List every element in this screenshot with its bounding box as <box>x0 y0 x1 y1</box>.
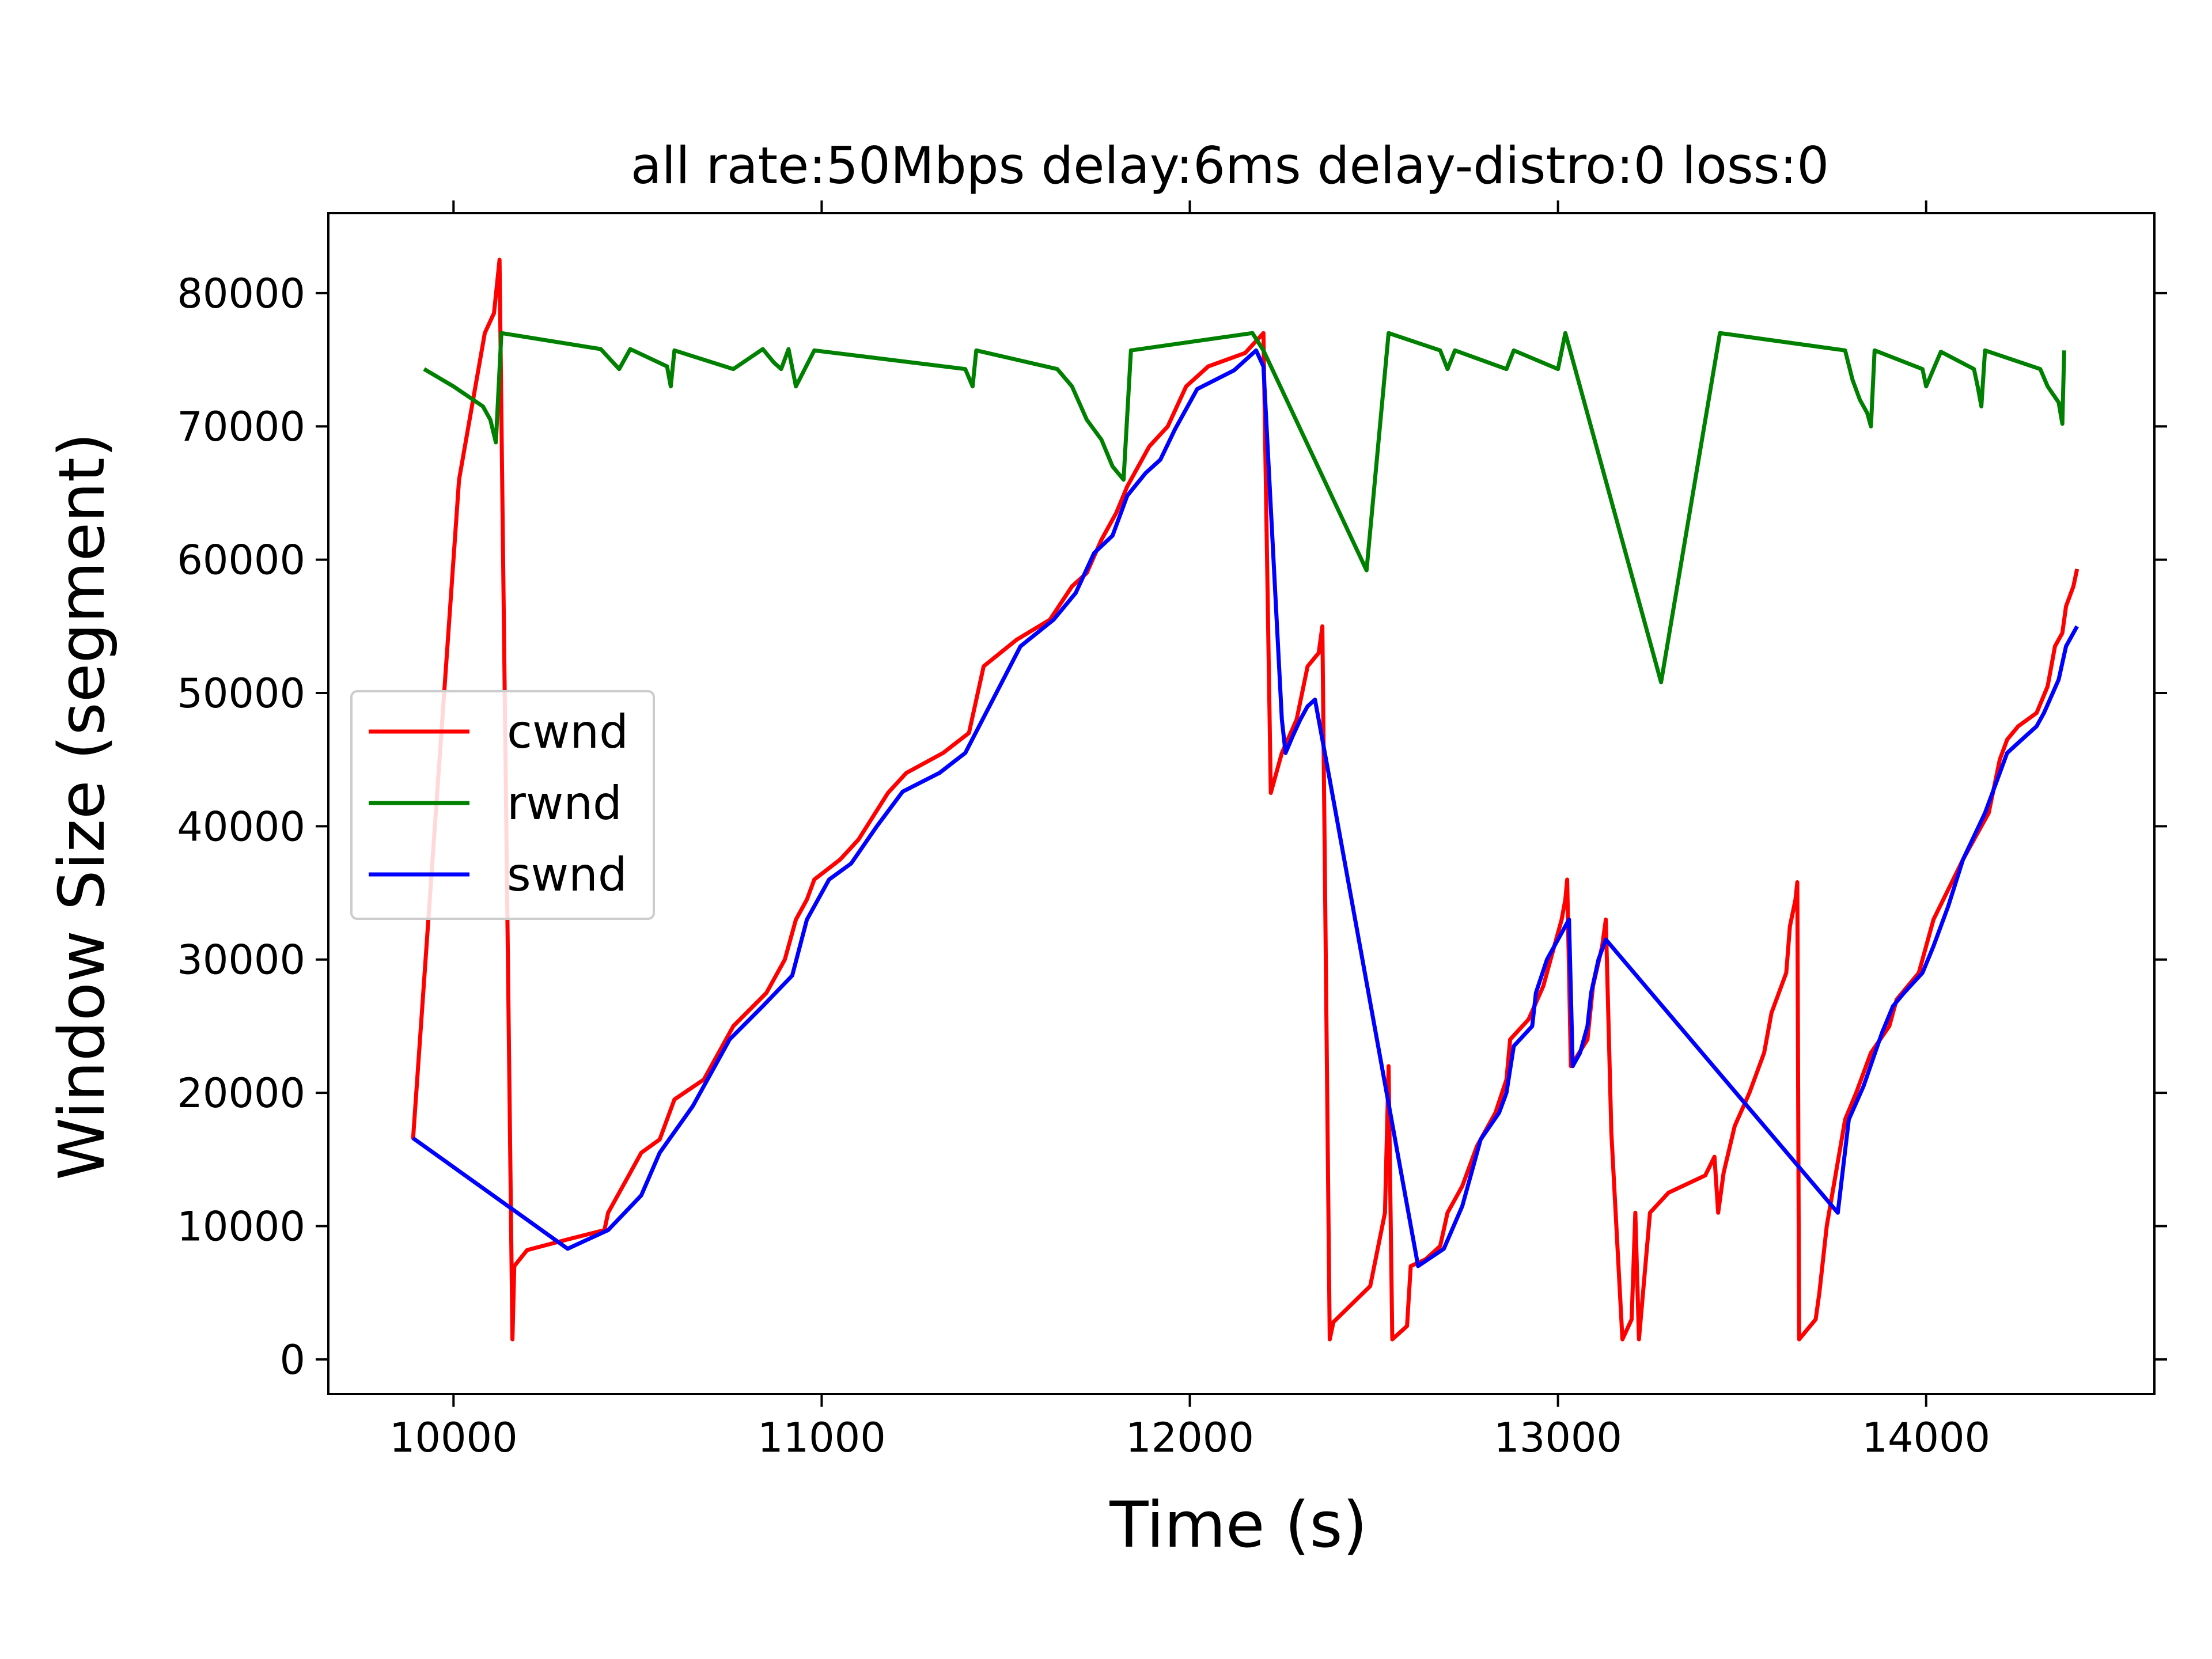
y-tick-label: 80000 <box>177 270 305 317</box>
series-line-cwnd <box>411 257 2080 1342</box>
y-axis: 0 10000 20000 30000 40000 50000 60000 70000 8000… <box>177 270 2167 1384</box>
chart-title: all rate:50Mbps delay:6ms delay-distro:0… <box>631 136 1830 195</box>
y-tick-label: 10000 <box>177 1203 305 1250</box>
y-tick-label: 40000 <box>177 803 305 850</box>
x-tick-label: 12000 <box>1126 1414 1254 1461</box>
legend-label-rwnd: rwnd <box>507 777 622 830</box>
x-tick-label: 10000 <box>389 1414 518 1461</box>
x-axis-label: Time (s) <box>1109 1488 1367 1562</box>
legend-box <box>350 690 655 920</box>
x-tick-label: 14000 <box>1862 1414 1990 1461</box>
x-tick-label: 11000 <box>757 1414 886 1461</box>
y-axis-label: Window Size (segment) <box>45 433 119 1180</box>
legend-label-swnd: swnd <box>507 848 627 902</box>
y-tick-label: 30000 <box>177 937 305 984</box>
y-tick-label: 20000 <box>177 1070 305 1117</box>
y-tick-label: 0 <box>279 1336 305 1384</box>
series-line-rwnd <box>423 331 2066 684</box>
legend: cwnd rwnd swnd <box>350 690 655 920</box>
plot-frame <box>327 212 2156 1395</box>
x-axis: 10000 11000 12000 13000 14000 <box>389 200 1990 1461</box>
x-tick-label: 13000 <box>1494 1414 1622 1461</box>
y-tick-label: 50000 <box>177 670 305 717</box>
y-tick-label: 60000 <box>177 537 305 584</box>
y-tick-label: 70000 <box>177 403 305 450</box>
series-line-swnd <box>411 348 2079 1268</box>
legend-label-cwnd: cwnd <box>507 705 628 759</box>
series-layer <box>411 257 2080 1342</box>
